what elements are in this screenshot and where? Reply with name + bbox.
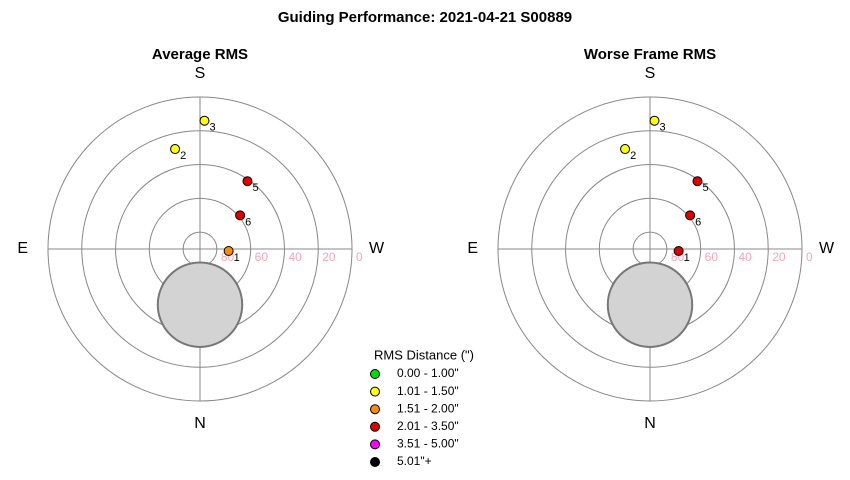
point-label: 3 xyxy=(659,122,665,134)
point xyxy=(673,246,684,257)
point xyxy=(649,115,660,126)
legend-marker xyxy=(370,369,380,379)
exclusion-zone xyxy=(156,261,244,348)
legend-marker xyxy=(370,439,380,450)
direction-label: E xyxy=(17,240,28,257)
legend-label: 1.01 - 1.50" xyxy=(397,384,459,398)
point-label: 2 xyxy=(630,150,636,162)
point-label: 6 xyxy=(695,216,701,228)
page-title: Guiding Performance: 2021-04-21 S00889 xyxy=(278,9,572,26)
legend-label: 2.01 - 3.50" xyxy=(397,419,459,433)
legend-label: 1.51 - 2.00" xyxy=(397,401,459,415)
point xyxy=(685,210,696,221)
exclusion-zone xyxy=(606,261,694,348)
legend-title: RMS Distance (") xyxy=(374,347,474,362)
legend-label: 3.51 - 5.00" xyxy=(397,437,459,451)
point-label: 3 xyxy=(209,122,215,134)
point xyxy=(170,144,181,155)
chart-title: Worse Frame RMS xyxy=(584,46,716,63)
r-tick-label: 60 xyxy=(255,250,269,264)
point xyxy=(620,144,631,155)
point-label: 5 xyxy=(252,182,258,194)
r-tick-label: 40 xyxy=(288,250,302,264)
point xyxy=(223,246,234,257)
point-label: 2 xyxy=(180,150,186,162)
point-label: 1 xyxy=(684,252,690,264)
direction-label: W xyxy=(819,240,835,257)
direction-label: E xyxy=(467,240,478,257)
r-tick-label: 60 xyxy=(705,250,719,264)
chart-title: Average RMS xyxy=(152,46,248,63)
r-tick-label: 20 xyxy=(322,250,336,264)
legend-marker xyxy=(370,386,380,397)
legend-marker xyxy=(370,421,380,432)
direction-label: S xyxy=(195,65,206,82)
direction-label: N xyxy=(194,415,206,432)
direction-label: W xyxy=(369,240,385,257)
r-tick-label: 0 xyxy=(806,250,813,264)
point xyxy=(692,176,703,187)
point-label: 1 xyxy=(234,252,240,264)
r-tick-label: 20 xyxy=(772,250,786,264)
point xyxy=(242,176,253,187)
r-tick-label: 0 xyxy=(356,250,363,264)
legend-marker xyxy=(370,404,380,415)
legend-label: 5.01"+ xyxy=(397,454,432,468)
point-label: 5 xyxy=(702,182,708,194)
direction-label: S xyxy=(645,65,656,82)
direction-label: N xyxy=(644,415,656,432)
legend-label: 0.00 - 1.00" xyxy=(397,366,459,380)
legend-marker xyxy=(370,457,380,467)
r-tick-label: 40 xyxy=(738,250,752,264)
point-label: 6 xyxy=(245,216,251,228)
point xyxy=(235,210,246,221)
point xyxy=(199,115,210,126)
